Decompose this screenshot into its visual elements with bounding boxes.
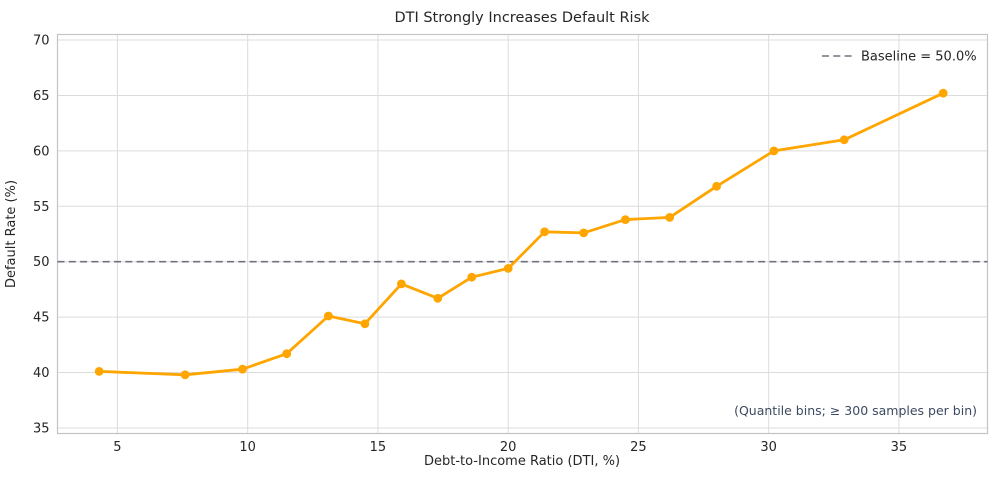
data-point-marker <box>467 272 477 282</box>
data-point-marker <box>433 293 443 303</box>
data-point-marker <box>540 227 549 237</box>
y-tick-label: 45 <box>33 311 50 326</box>
series-markers <box>94 88 948 380</box>
x-tick-label: 10 <box>239 440 256 455</box>
x-tick-label: 20 <box>500 440 517 455</box>
y-tick-label: 65 <box>33 89 50 104</box>
data-point-marker <box>712 181 721 191</box>
legend-label: Baseline = 50.0% <box>861 50 977 65</box>
chart-title: DTI Strongly Increases Default Risk <box>394 10 650 26</box>
y-tick-label: 40 <box>33 366 50 381</box>
x-axis-label: Debt-to-Income Ratio (DTI, %) <box>424 454 620 469</box>
x-tick-label: 30 <box>760 440 777 455</box>
data-point-marker <box>769 146 779 156</box>
data-point-marker <box>839 135 849 145</box>
y-tick-label: 55 <box>33 200 50 215</box>
data-point-marker <box>360 319 370 329</box>
x-tick-label: 15 <box>370 440 387 455</box>
data-point-marker <box>579 228 589 238</box>
y-tick-label: 60 <box>33 144 50 159</box>
data-point-marker <box>94 367 104 376</box>
plot-border <box>56 33 989 435</box>
data-point-marker <box>503 264 513 273</box>
data-point-marker <box>621 215 630 225</box>
grid-lines <box>57 34 988 434</box>
series-line <box>97 91 945 377</box>
x-axis-ticks: 5 10 15 20 25 30 35 <box>113 440 907 455</box>
y-tick-label: 35 <box>33 421 50 436</box>
data-point-marker <box>397 279 406 289</box>
x-tick-label: 25 <box>630 440 647 455</box>
y-tick-label: 70 <box>33 34 50 49</box>
annotation-note: (Quantile bins; ≥ 300 samples per bin) <box>734 403 977 418</box>
legend: Baseline = 50.0% <box>822 50 977 65</box>
y-axis-ticks: 35 40 45 50 55 60 65 70 <box>33 34 50 437</box>
data-point-marker <box>282 349 292 359</box>
data-point-marker <box>324 311 333 321</box>
y-axis-label: Default Rate (%) <box>4 180 19 288</box>
data-point-marker <box>938 88 948 98</box>
data-point-marker <box>180 370 190 380</box>
y-tick-label: 50 <box>33 255 50 270</box>
data-point-marker <box>665 213 675 222</box>
data-line <box>97 91 945 377</box>
x-tick-label: 5 <box>113 440 121 455</box>
data-point-marker <box>238 364 247 374</box>
x-tick-label: 35 <box>891 440 908 455</box>
